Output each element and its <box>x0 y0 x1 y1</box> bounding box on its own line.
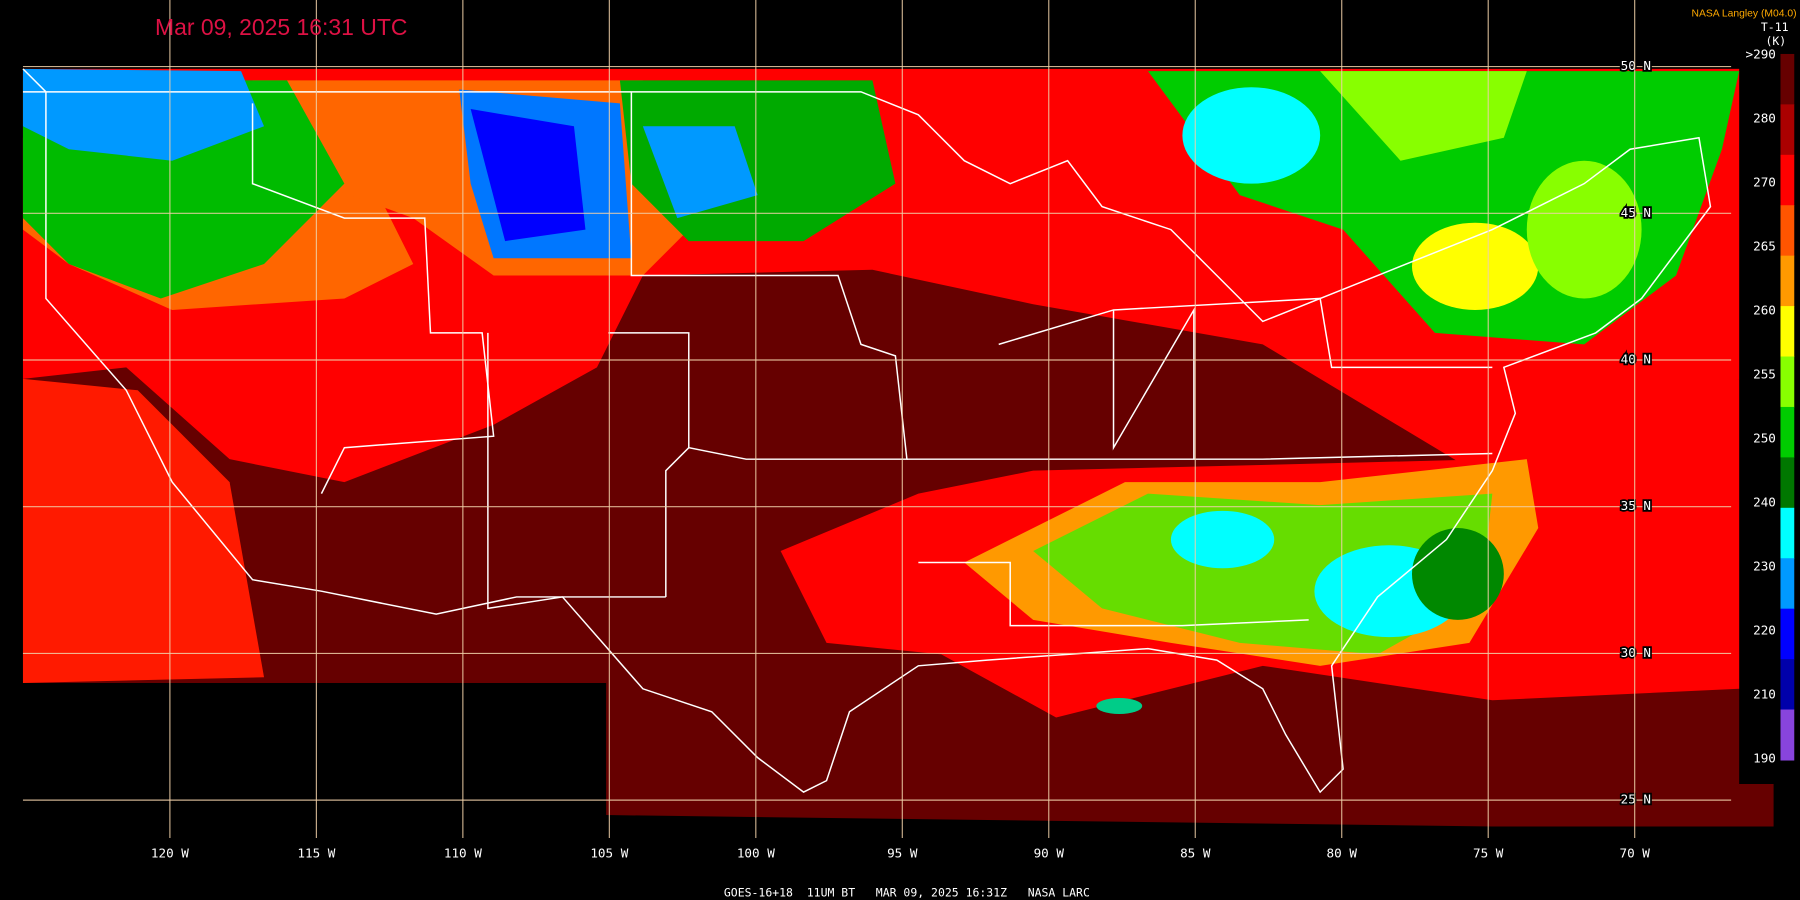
colorbar-segment <box>1780 659 1795 711</box>
longitude-label: 75 W <box>1473 846 1504 861</box>
longitude-label: 120 W <box>151 846 189 861</box>
state-line <box>998 297 1493 369</box>
colorbar-label: 280 <box>1753 111 1776 126</box>
unit-label: (K) <box>1766 34 1787 48</box>
colorbar-segment <box>1780 709 1795 761</box>
colorbar-segment <box>1780 53 1795 105</box>
colorbar-segment <box>1780 255 1795 307</box>
source-label: NASA Langley (M04.0) <box>1691 9 1796 20</box>
colorbar-label: 220 <box>1753 622 1776 637</box>
colorbar-segment <box>1780 205 1795 257</box>
latitude-label: 30 N <box>1621 645 1651 660</box>
longitude-label: 85 W <box>1180 846 1211 861</box>
colorbar-segment <box>1780 356 1795 408</box>
cloud-field <box>1411 222 1539 310</box>
longitude-label: 80 W <box>1327 846 1358 861</box>
longitude-label: 115 W <box>297 846 335 861</box>
us-outline <box>22 68 1712 794</box>
footer: GOES-16+18 11UM BT MAR 09, 2025 16:31Z N… <box>724 886 1090 900</box>
product-label: T-11 <box>1761 20 1789 34</box>
latitude-label: 25 N <box>1621 792 1651 807</box>
borders <box>22 68 1712 794</box>
colorbar-segment <box>1780 306 1795 358</box>
longitude-label: 95 W <box>887 846 918 861</box>
longitude-label: 110 W <box>444 846 482 861</box>
colorbar-label: 240 <box>1753 494 1776 509</box>
state-line <box>487 332 666 610</box>
colorbar-label: 270 <box>1753 175 1776 190</box>
cloud-field <box>22 378 265 684</box>
colorbar-segment <box>1780 406 1795 458</box>
cloud-field <box>1096 697 1143 715</box>
colorbar-segment <box>1780 608 1795 660</box>
cloud-field <box>470 109 586 242</box>
graticule: 50 N 45 N 40 N 35 N 30 N 25 N 120 W 115 W 110 W 1… <box>22 0 1732 861</box>
longitude-label: 105 W <box>590 846 628 861</box>
longitude-label: 70 W <box>1620 846 1651 861</box>
longitude-label: 100 W <box>737 846 775 861</box>
colorbar-label: >290 <box>1746 47 1776 62</box>
cloud-field <box>1526 160 1642 299</box>
cloud-field <box>1320 71 1527 161</box>
cloud-field <box>1170 510 1275 569</box>
latitude-label: 40 N <box>1621 352 1651 367</box>
colorbar-segment <box>1780 558 1795 610</box>
state-line <box>906 452 1493 460</box>
colorbar-label: 210 <box>1753 686 1776 701</box>
longitude-label: 90 W <box>1034 846 1065 861</box>
colorbar-segment <box>1780 104 1795 156</box>
state-line <box>608 332 690 448</box>
colorbar-label: 255 <box>1753 366 1776 381</box>
latitude-label: 35 N <box>1621 498 1651 513</box>
cloud-field <box>1182 87 1321 184</box>
colorbar-label: 265 <box>1753 239 1776 254</box>
state-line <box>251 103 495 494</box>
colorbar-segment <box>1780 507 1795 559</box>
colorbar-segment <box>1780 457 1795 509</box>
colorbar-label: 190 <box>1753 750 1776 765</box>
state-line <box>1112 307 1195 460</box>
state-line <box>630 91 908 597</box>
colorbar-label: 230 <box>1753 558 1776 573</box>
cloud-field <box>1411 528 1504 620</box>
imagery <box>22 68 1774 827</box>
colorbar-label: 260 <box>1753 302 1776 317</box>
colorbar: >290 280 270 265 260 255 250 240 230 220 210 190 <box>1746 47 1795 765</box>
state-line <box>918 561 1309 627</box>
colorbar-label: 250 <box>1753 430 1776 445</box>
latitude-label: 50 N <box>1621 58 1651 73</box>
latitude-label: 45 N <box>1621 205 1651 220</box>
colorbar-segment <box>1780 154 1795 206</box>
cloud-field <box>642 126 758 219</box>
timestamp: Mar 09, 2025 16:31 UTC <box>155 14 407 40</box>
